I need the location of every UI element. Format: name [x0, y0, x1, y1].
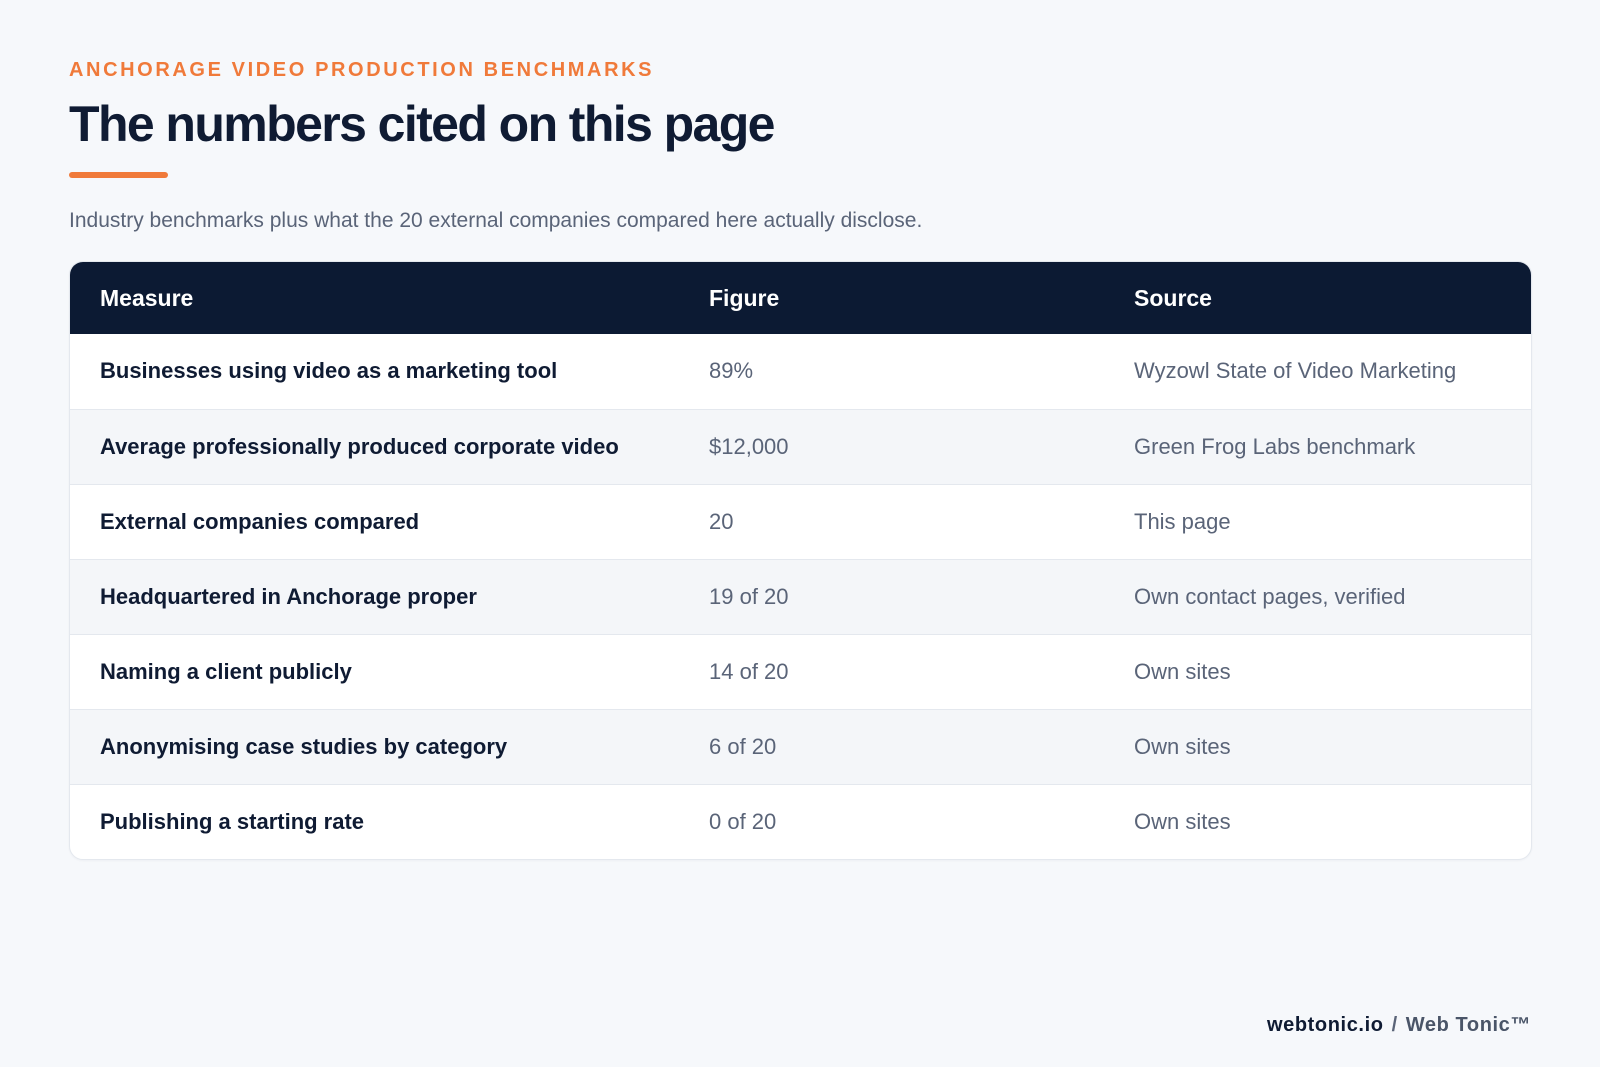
- cell-measure: Naming a client publicly: [70, 633, 679, 709]
- cell-measure: Headquartered in Anchorage proper: [70, 558, 679, 634]
- cell-source: Wyzowl State of Video Marketing: [1134, 358, 1457, 384]
- cell-measure: Average professionally produced corporat…: [70, 408, 679, 484]
- footer-separator: /: [1391, 1014, 1398, 1036]
- cell-measure: Publishing a starting rate: [70, 783, 679, 859]
- table-row: Anonymising case studies by category 6 o…: [70, 708, 1531, 784]
- column-header-figure: Figure: [709, 284, 780, 311]
- footer-brand: Web Tonic™: [1405, 1014, 1531, 1036]
- cell-figure: 20: [679, 483, 1104, 559]
- table-header-row: Measure Figure Source: [70, 262, 1531, 334]
- title-underline: [69, 172, 168, 178]
- column-header-source: Source: [1134, 284, 1212, 311]
- page-title: The numbers cited on this page: [69, 96, 775, 152]
- cell-figure: 14 of 20: [679, 633, 1104, 709]
- table-row: Publishing a starting rate 0 of 20 Own s…: [70, 783, 1531, 859]
- footer-credit: webtonic.io / Web Tonic™: [1267, 1010, 1531, 1040]
- footer-domain: webtonic.io: [1266, 1014, 1384, 1036]
- cell-figure: 19 of 20: [679, 558, 1104, 634]
- page-subtitle: Industry benchmarks plus what the 20 ext…: [69, 209, 923, 232]
- column-header-measure: Measure: [100, 284, 194, 311]
- benchmark-table: Measure Figure Source Businesses using v…: [70, 262, 1531, 859]
- cell-figure: 0 of 20: [679, 783, 1104, 859]
- cell-figure: 6 of 20: [679, 708, 1104, 784]
- table-row: External companies compared 20 This page: [70, 483, 1531, 559]
- benchmark-table-card: Measure Figure Source Businesses using v…: [69, 261, 1532, 860]
- cell-figure: $12,000: [679, 408, 1104, 484]
- cell-measure: Anonymising case studies by category: [70, 708, 679, 784]
- table-row: Average professionally produced corporat…: [70, 408, 1531, 484]
- cell-source: Own sites: [1104, 783, 1531, 859]
- cell-source: Own sites: [1104, 708, 1531, 784]
- cell-source: Own sites: [1104, 633, 1531, 709]
- page-content: ANCHORAGE VIDEO PRODUCTION BENCHMARKS Th…: [69, 56, 1532, 860]
- cell-measure: External companies compared: [70, 483, 679, 559]
- cell-figure: 89%: [709, 358, 754, 384]
- table-row: Businesses using video as a marketing to…: [70, 334, 1531, 409]
- cell-source: Green Frog Labs benchmark: [1104, 408, 1531, 484]
- table-row: Headquartered in Anchorage proper 19 of …: [70, 558, 1531, 634]
- cell-measure: Businesses using video as a marketing to…: [100, 358, 558, 384]
- cell-source: Own contact pages, verified: [1104, 558, 1531, 634]
- cell-source: This page: [1104, 483, 1531, 559]
- table-row: Naming a client publicly 14 of 20 Own si…: [70, 633, 1531, 709]
- eyebrow-label: ANCHORAGE VIDEO PRODUCTION BENCHMARKS: [69, 59, 655, 81]
